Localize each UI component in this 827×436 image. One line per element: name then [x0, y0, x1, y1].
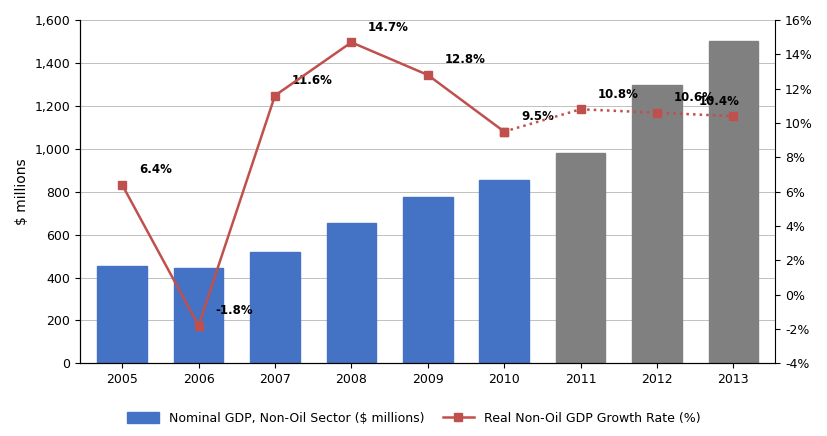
- Bar: [250, 252, 299, 363]
- Legend: Nominal GDP, Non-Oil Sector ($ millions), Real Non-Oil GDP Growth Rate (%): Nominal GDP, Non-Oil Sector ($ millions)…: [122, 407, 705, 430]
- Text: -1.8%: -1.8%: [215, 304, 253, 317]
- Bar: [98, 266, 147, 363]
- Text: 10.4%: 10.4%: [698, 95, 739, 108]
- Bar: [631, 85, 681, 363]
- Bar: [479, 180, 528, 363]
- Text: 12.8%: 12.8%: [444, 53, 485, 66]
- Text: 9.5%: 9.5%: [520, 110, 553, 123]
- Bar: [555, 153, 605, 363]
- Y-axis label: $ millions: $ millions: [15, 158, 29, 225]
- Bar: [403, 197, 452, 363]
- Text: 14.7%: 14.7%: [368, 21, 409, 34]
- Text: 10.6%: 10.6%: [673, 91, 714, 104]
- Bar: [326, 223, 375, 363]
- Bar: [708, 41, 758, 363]
- Text: 11.6%: 11.6%: [291, 74, 332, 87]
- Text: 10.8%: 10.8%: [596, 88, 638, 101]
- Bar: [174, 268, 223, 363]
- Text: 6.4%: 6.4%: [139, 163, 172, 176]
